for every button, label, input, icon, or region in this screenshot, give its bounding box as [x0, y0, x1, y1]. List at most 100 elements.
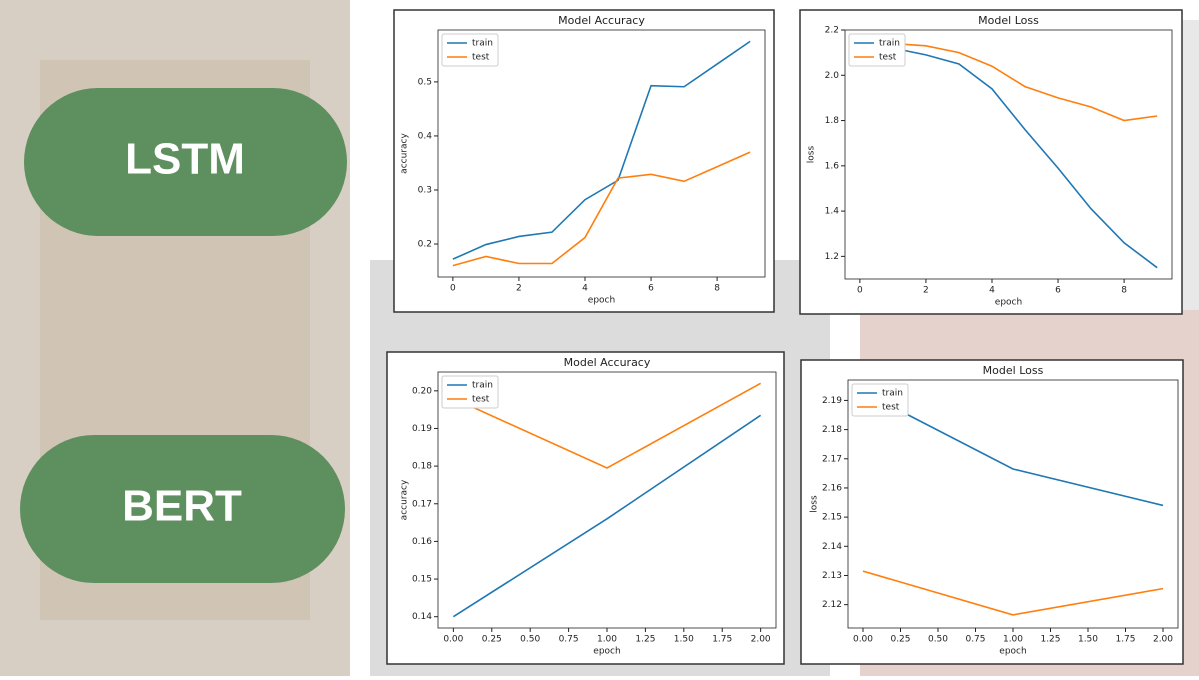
x-tick-label: 0.50 — [520, 635, 540, 645]
chart: Model Loss 0 2 4 6 8 1.2 1.4 1.6 1.8 2.0 2.2 epoch lo… — [799, 9, 1183, 315]
y-tick-label: 0.18 — [412, 462, 432, 472]
pill — [20, 435, 345, 583]
y-tick-label: 2.15 — [822, 513, 842, 523]
x-tick-label: 0 — [450, 284, 456, 294]
x-tick-label: 1.25 — [1040, 635, 1060, 645]
legend-label: train — [882, 389, 903, 399]
y-tick-label: 0.19 — [412, 424, 432, 434]
pill — [24, 88, 347, 236]
x-tick-label: 0.00 — [853, 635, 873, 645]
x-tick-label: 1.00 — [1003, 635, 1023, 645]
x-tick-label: 1.50 — [674, 635, 694, 645]
y-axis-label: accuracy — [400, 133, 410, 174]
legend-label: train — [879, 39, 900, 49]
x-tick-label: 8 — [714, 284, 720, 294]
x-tick-label: 0.75 — [559, 635, 579, 645]
x-tick-label: 0.50 — [928, 635, 948, 645]
y-tick-label: 1.6 — [825, 161, 840, 171]
y-tick-label: 0.15 — [412, 575, 432, 585]
x-tick-label: 4 — [989, 286, 995, 296]
plot-area — [437, 371, 777, 629]
y-tick-label: 0.5 — [418, 77, 432, 87]
x-tick-label: 1.00 — [597, 635, 617, 645]
legend-box — [848, 33, 906, 67]
x-tick-label: 1.50 — [1078, 635, 1098, 645]
series-line — [859, 40, 1158, 269]
series-line — [453, 382, 762, 469]
x-axis-label: epoch — [999, 647, 1026, 657]
y-tick-label: 1.4 — [825, 207, 840, 217]
y-tick-label: 0.16 — [412, 537, 432, 547]
lstm-pill: LSTM — [24, 88, 347, 236]
chart: Model Accuracy 0 2 4 6 8 0.2 0.3 0.4 0.5 epoch accu… — [393, 9, 775, 313]
x-tick-label: 2 — [516, 284, 522, 294]
x-tick-label: 1.75 — [1115, 635, 1135, 645]
x-tick-label: 6 — [1055, 286, 1061, 296]
x-tick-label: 2.00 — [751, 635, 771, 645]
series-line — [859, 40, 1158, 122]
x-tick-label: 6 — [648, 284, 654, 294]
chart: Model Accuracy 0.00 0.25 0.50 0.75 1.00 1.25 1.… — [386, 351, 785, 665]
chart-title: Model Accuracy — [564, 356, 651, 369]
legend-label: test — [882, 403, 900, 413]
x-axis-label: epoch — [593, 647, 620, 657]
legend-box — [441, 375, 499, 409]
legend-label: test — [472, 395, 490, 405]
series-line — [452, 151, 751, 267]
y-tick-label: 1.2 — [825, 252, 839, 262]
legend-label: train — [472, 381, 493, 391]
y-tick-label: 0.4 — [418, 131, 433, 141]
x-axis-label: epoch — [588, 296, 615, 306]
y-tick-label: 2.2 — [825, 26, 839, 36]
y-axis-label: loss — [810, 495, 820, 513]
x-tick-label: 0.00 — [443, 635, 463, 645]
x-tick-label: 0.25 — [482, 635, 502, 645]
bert-pill: BERT — [20, 435, 345, 583]
chart: Model Loss 0.00 0.25 0.50 0.75 1.00 1.25 1.50 1.… — [800, 359, 1184, 665]
y-axis-label: accuracy — [400, 479, 410, 520]
y-tick-label: 2.16 — [822, 483, 842, 493]
y-tick-label: 0.20 — [412, 386, 432, 396]
x-axis-label: epoch — [995, 298, 1022, 308]
legend-label: test — [879, 53, 897, 63]
x-tick-label: 0.25 — [890, 635, 910, 645]
y-tick-label: 2.19 — [822, 396, 842, 406]
legend-label: test — [472, 53, 490, 63]
y-axis-label: loss — [807, 145, 817, 163]
y-tick-label: 0.14 — [412, 612, 432, 622]
chart-title: Model Loss — [978, 14, 1039, 27]
pill-label: LSTM — [125, 135, 245, 184]
legend-box — [441, 33, 499, 67]
series-line — [862, 570, 1164, 616]
y-tick-label: 2.13 — [822, 571, 842, 581]
chart-title: Model Loss — [983, 364, 1044, 377]
x-tick-label: 0.75 — [965, 635, 985, 645]
x-tick-label: 4 — [582, 284, 588, 294]
legend-label: train — [472, 39, 493, 49]
x-tick-label: 2.00 — [1153, 635, 1173, 645]
x-tick-label: 1.25 — [635, 635, 655, 645]
y-tick-label: 0.3 — [418, 185, 432, 195]
x-tick-label: 0 — [857, 286, 863, 296]
x-tick-label: 2 — [923, 286, 929, 296]
series-line — [862, 390, 1164, 507]
legend-box — [851, 383, 909, 417]
x-tick-label: 1.75 — [712, 635, 732, 645]
y-tick-label: 2.17 — [822, 454, 842, 464]
plot-area — [847, 379, 1179, 629]
y-tick-label: 2.18 — [822, 425, 842, 435]
series-line — [452, 40, 751, 260]
y-tick-label: 2.12 — [822, 600, 842, 610]
y-tick-label: 0.17 — [412, 499, 432, 509]
x-tick-label: 8 — [1121, 286, 1127, 296]
y-tick-label: 0.2 — [418, 240, 432, 250]
y-tick-label: 2.0 — [825, 71, 840, 81]
pill-label: BERT — [122, 482, 242, 531]
series-line — [452, 414, 762, 618]
y-tick-label: 2.14 — [822, 542, 842, 552]
plot-area — [844, 29, 1173, 280]
y-tick-label: 1.8 — [825, 116, 840, 126]
plot-area — [437, 29, 766, 278]
chart-title: Model Accuracy — [558, 14, 645, 27]
